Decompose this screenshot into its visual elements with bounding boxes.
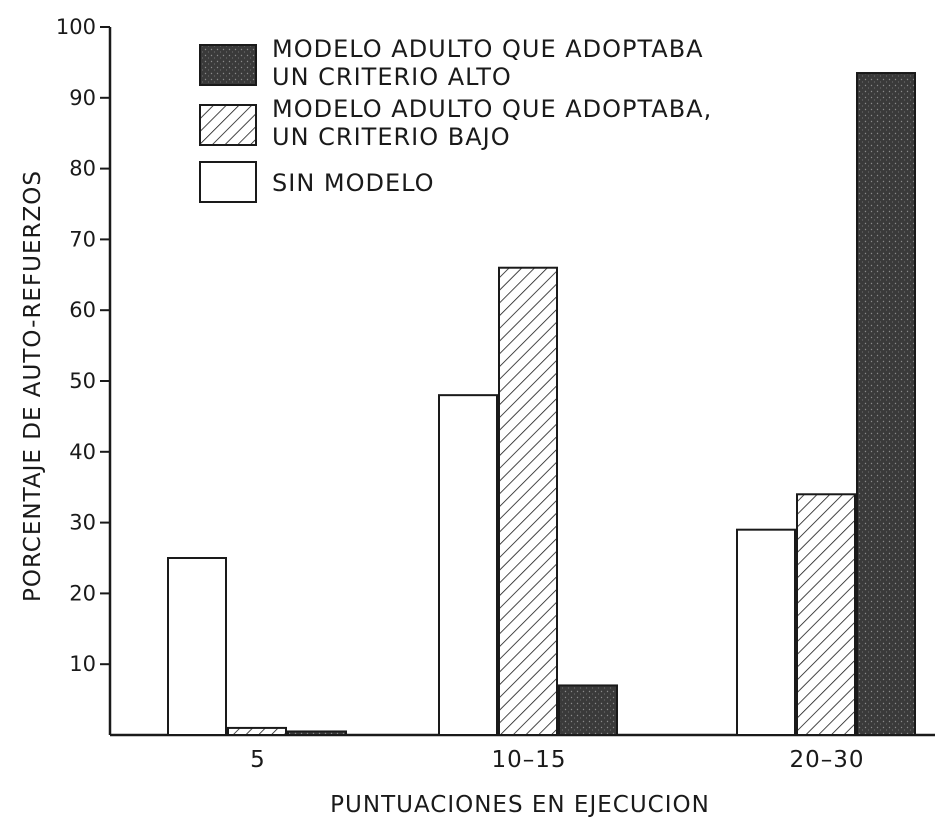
bar-dark-1 bbox=[287, 730, 347, 737]
bar-dark-2 bbox=[558, 684, 618, 737]
bar-open-3 bbox=[736, 528, 796, 736]
y-tick-label: 10 bbox=[69, 652, 96, 676]
y-tick-label: 100 bbox=[56, 15, 96, 39]
x-axis-title: PUNTUACIONES EN EJECUCION bbox=[330, 792, 710, 818]
legend-label: MODELO ADULTO QUE ADOPTABA, bbox=[272, 95, 712, 123]
legend-swatch-hatched bbox=[199, 104, 257, 146]
category-label: 10–15 bbox=[491, 747, 566, 773]
legend-label: UN CRITERIO BAJO bbox=[272, 123, 511, 151]
legend-label: UN CRITERIO ALTO bbox=[272, 63, 512, 91]
category-label: 5 bbox=[250, 747, 266, 773]
legend-swatch-open bbox=[199, 161, 257, 203]
y-tick-label: 40 bbox=[69, 440, 96, 464]
bar-hatched-2 bbox=[498, 266, 558, 736]
y-tick-label: 20 bbox=[69, 581, 96, 605]
y-tick-label: 30 bbox=[69, 511, 96, 535]
legend-swatch-dark bbox=[199, 44, 257, 86]
bar-hatched-3 bbox=[796, 493, 856, 736]
y-axis-title: PORCENTAJE DE AUTO-REFUERZOS bbox=[20, 170, 46, 602]
legend-label: SIN MODELO bbox=[272, 169, 435, 197]
bar-open-2 bbox=[438, 394, 498, 736]
category-labels: 5 10–15 20–30 bbox=[250, 747, 864, 773]
legend-label: MODELO ADULTO QUE ADOPTABA bbox=[272, 35, 704, 63]
y-tick-label: 90 bbox=[69, 86, 96, 110]
category-label: 20–30 bbox=[789, 747, 864, 773]
y-axis: 10 20 30 40 50 60 70 80 90 100 bbox=[56, 15, 112, 735]
bars bbox=[167, 72, 916, 737]
y-tick-label: 80 bbox=[69, 157, 96, 181]
bar-hatched-1 bbox=[227, 726, 287, 736]
y-tick-label: 50 bbox=[69, 369, 96, 393]
y-tick-label: 70 bbox=[69, 227, 96, 251]
y-tick-label: 60 bbox=[69, 298, 96, 322]
bar-open-1 bbox=[167, 557, 227, 736]
bar-dark-3 bbox=[856, 72, 916, 736]
